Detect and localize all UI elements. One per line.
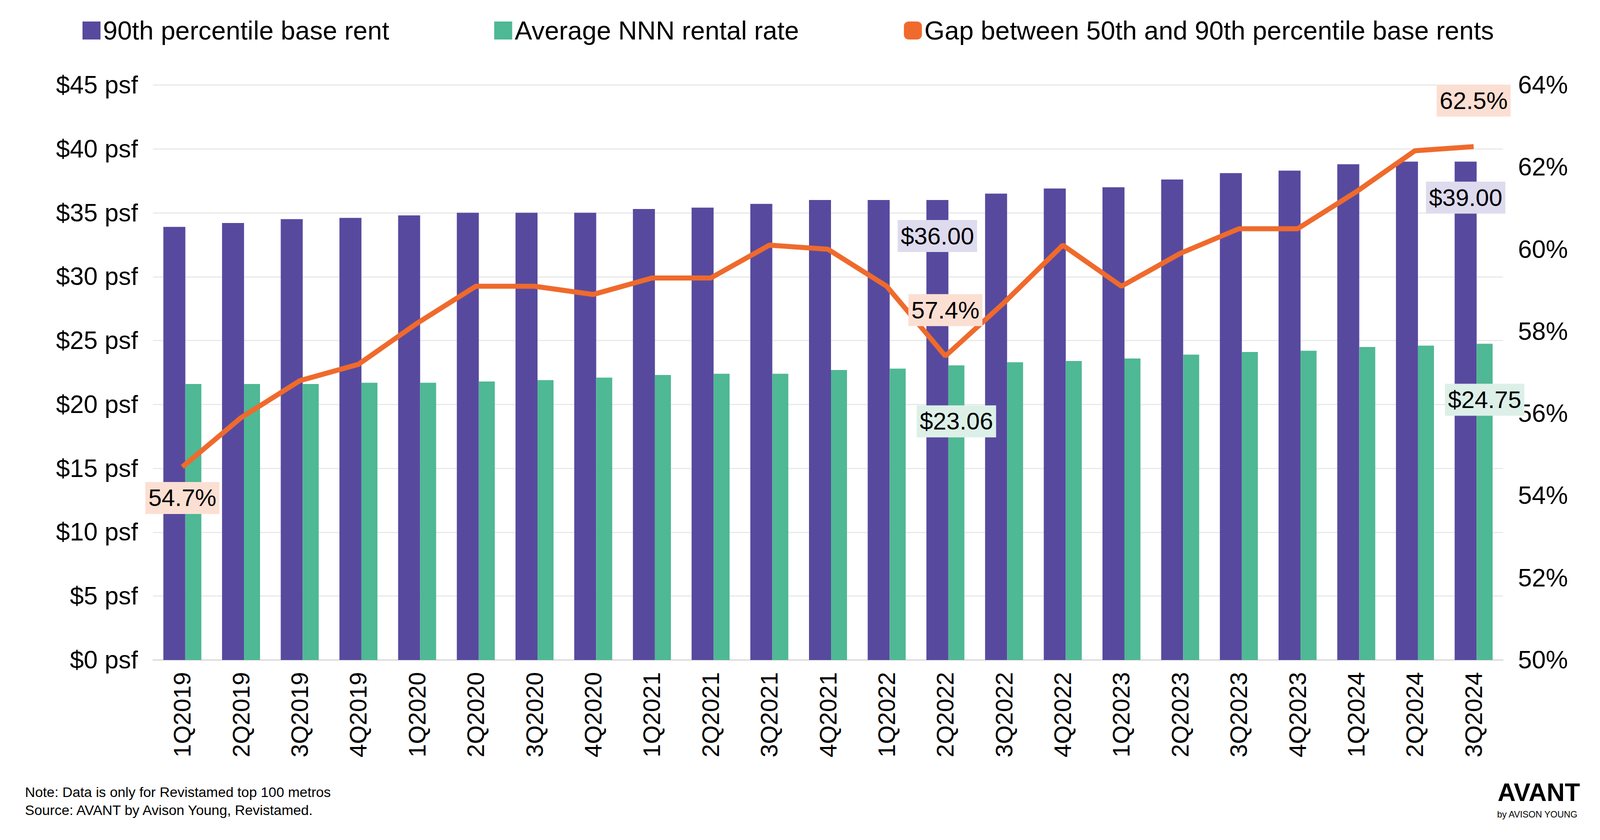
svg-text:57.4%: 57.4% bbox=[911, 297, 980, 324]
svg-text:1Q2020: 1Q2020 bbox=[404, 672, 431, 758]
svg-text:56%: 56% bbox=[1518, 399, 1568, 428]
svg-text:4Q2023: 4Q2023 bbox=[1284, 672, 1311, 758]
svg-text:62.5%: 62.5% bbox=[1439, 87, 1508, 114]
svg-text:1Q2023: 1Q2023 bbox=[1108, 672, 1135, 758]
svg-text:3Q2020: 3Q2020 bbox=[521, 672, 548, 758]
svg-text:62%: 62% bbox=[1518, 153, 1568, 181]
svg-text:$45 psf: $45 psf bbox=[56, 71, 138, 99]
svg-text:$40 psf: $40 psf bbox=[56, 135, 138, 163]
svg-text:AVANT: AVANT bbox=[1497, 778, 1580, 807]
svg-text:$20 psf: $20 psf bbox=[56, 390, 138, 419]
svg-text:64%: 64% bbox=[1518, 71, 1568, 99]
svg-text:$10 psf: $10 psf bbox=[56, 518, 138, 546]
svg-text:2Q2021: 2Q2021 bbox=[697, 672, 724, 758]
svg-text:2Q2020: 2Q2020 bbox=[462, 672, 489, 758]
svg-text:2Q2022: 2Q2022 bbox=[932, 672, 959, 758]
svg-text:$30 psf: $30 psf bbox=[56, 262, 138, 291]
svg-text:by AVISON YOUNG: by AVISON YOUNG bbox=[1497, 809, 1577, 820]
svg-text:3Q2024: 3Q2024 bbox=[1460, 672, 1487, 758]
svg-text:58%: 58% bbox=[1518, 317, 1568, 346]
svg-text:4Q2019: 4Q2019 bbox=[345, 672, 372, 758]
svg-text:54%: 54% bbox=[1518, 481, 1568, 510]
svg-text:$24.75: $24.75 bbox=[1448, 386, 1522, 413]
svg-text:$35 psf: $35 psf bbox=[56, 199, 138, 227]
svg-text:Note: Data is only for Revista: Note: Data is only for Revistamed top 10… bbox=[25, 784, 331, 800]
svg-text:2Q2024: 2Q2024 bbox=[1401, 672, 1428, 758]
svg-text:$5 psf: $5 psf bbox=[70, 582, 138, 610]
svg-text:60%: 60% bbox=[1518, 235, 1568, 264]
svg-text:1Q2021: 1Q2021 bbox=[638, 672, 665, 758]
svg-text:50%: 50% bbox=[1518, 646, 1568, 674]
svg-text:1Q2022: 1Q2022 bbox=[873, 672, 900, 758]
svg-text:$0 psf: $0 psf bbox=[70, 646, 138, 674]
svg-text:54.7%: 54.7% bbox=[148, 484, 217, 511]
svg-text:3Q2022: 3Q2022 bbox=[991, 672, 1018, 758]
svg-text:Gap between 50th and 90th perc: Gap between 50th and 90th percentile bas… bbox=[924, 16, 1494, 45]
svg-text:4Q2020: 4Q2020 bbox=[580, 672, 607, 758]
svg-text:2Q2023: 2Q2023 bbox=[1167, 672, 1194, 758]
svg-text:1Q2024: 1Q2024 bbox=[1343, 672, 1370, 758]
svg-text:90th percentile base rent: 90th percentile base rent bbox=[103, 16, 390, 45]
svg-text:$36.00: $36.00 bbox=[900, 223, 974, 250]
svg-text:2Q2019: 2Q2019 bbox=[228, 672, 255, 758]
svg-text:3Q2021: 3Q2021 bbox=[756, 672, 783, 758]
svg-text:$25 psf: $25 psf bbox=[56, 326, 138, 355]
svg-text:3Q2023: 3Q2023 bbox=[1225, 672, 1252, 758]
svg-text:$39.00: $39.00 bbox=[1429, 184, 1503, 211]
svg-text:$15 psf: $15 psf bbox=[56, 454, 138, 483]
svg-text:52%: 52% bbox=[1518, 564, 1568, 592]
svg-text:1Q2019: 1Q2019 bbox=[169, 672, 196, 758]
svg-text:Source: AVANT by Avison Young,: Source: AVANT by Avison Young, Revistame… bbox=[25, 802, 313, 818]
svg-text:4Q2021: 4Q2021 bbox=[815, 672, 842, 758]
svg-text:3Q2019: 3Q2019 bbox=[286, 672, 313, 758]
svg-text:4Q2022: 4Q2022 bbox=[1049, 672, 1076, 758]
svg-text:$23.06: $23.06 bbox=[919, 408, 993, 435]
svg-text:Average NNN rental rate: Average NNN rental rate bbox=[514, 16, 799, 45]
